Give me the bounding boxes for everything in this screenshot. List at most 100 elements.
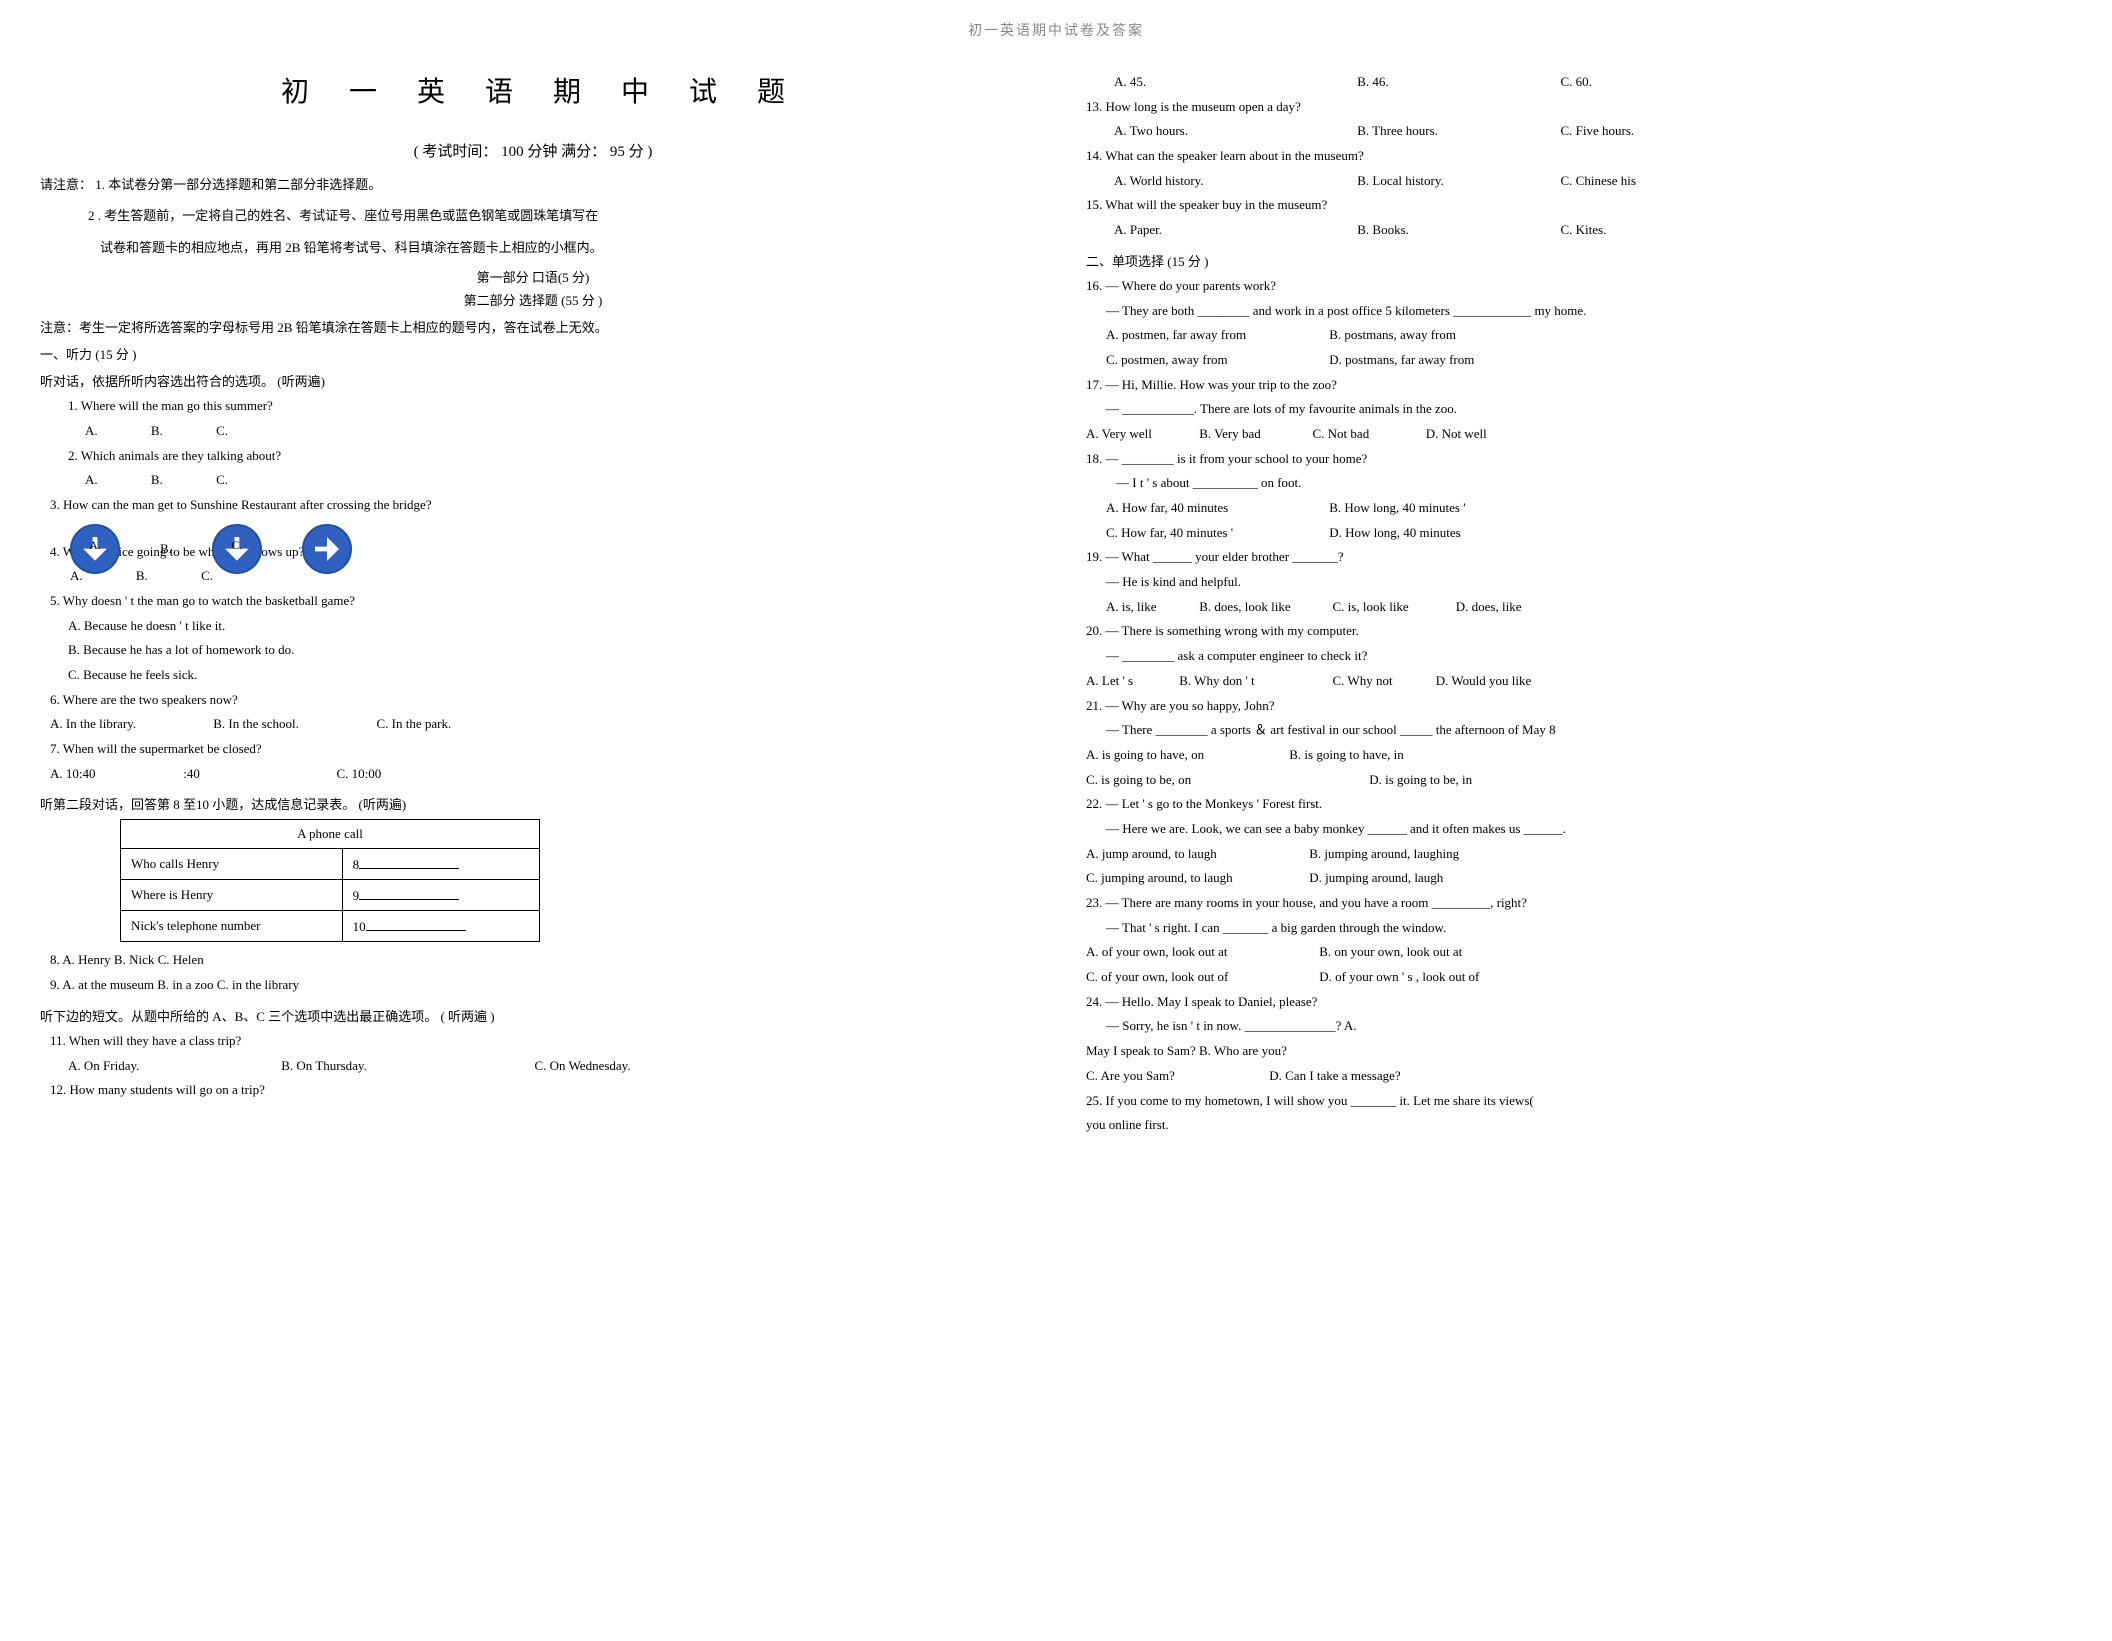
q18d: D. How long, 40 minutes (1329, 521, 1549, 546)
q6c: C. In the park. (377, 716, 452, 731)
q23c: C. of your own, look out of (1086, 965, 1316, 990)
q19a: A. is, like (1106, 595, 1196, 620)
phone-table: A phone call Who calls Henry 8 Where is … (120, 819, 540, 942)
q13c: C. Five hours. (1561, 123, 1635, 138)
instr-prefix: 请注意： (40, 177, 92, 192)
q24d: D. Can I take a message? (1269, 1068, 1400, 1083)
q17-line: — ___________. There are lots of my favo… (1106, 397, 2072, 422)
q1-b: B. (151, 419, 163, 444)
q16c: C. postmen, away from (1106, 348, 1326, 373)
q14a: A. World history. (1114, 169, 1354, 194)
q21: 21. — Why are you so happy, John? (1086, 694, 2072, 719)
q1-a: A. (85, 419, 98, 444)
q2-c: C. (216, 468, 228, 493)
q22d: D. jumping around, laugh (1309, 866, 1529, 891)
q18-line: — I t ' s about __________ on foot. (1116, 471, 2072, 496)
q18b: B. How long, 40 minutes ' (1329, 496, 1549, 521)
q24a: May I speak to Sam? B. Who are you? (1086, 1039, 2072, 1064)
q5a: A. Because he doesn ' t like it. (68, 614, 1026, 639)
q1: 1. Where will the man go this summer? (68, 394, 1026, 419)
table-r2-value: 9 (342, 880, 539, 911)
q14b: B. Local history. (1357, 169, 1557, 194)
q18: 18. — ________ is it from your school to… (1086, 447, 2072, 472)
table-r3-value: 10 (342, 911, 539, 942)
q11a: A. On Friday. (68, 1054, 278, 1079)
q22: 22. — Let ' s go to the Monkeys ' Forest… (1086, 792, 2072, 817)
q23: 23. — There are many rooms in your house… (1086, 891, 2072, 916)
q17d: D. Not well (1426, 426, 1487, 441)
q5b: B. Because he has a lot of homework to d… (68, 638, 1026, 663)
table-r1-value: 8 (342, 849, 539, 880)
q21-line: — There ________ a sports ＆ art festival… (1106, 718, 2072, 743)
q22-line: — Here we are. Look, we can see a baby m… (1106, 817, 2072, 842)
q24-line: — Sorry, he isn ' t in now. ____________… (1106, 1014, 2072, 1039)
q18a: A. How far, 40 minutes (1106, 496, 1326, 521)
choice-title: 二、单项选择 (15 分 ) (1086, 251, 2072, 270)
q19-line: — He is kind and helpful. (1106, 570, 2072, 595)
q21d: D. is going to be, in (1369, 768, 1589, 793)
q7: 7. When will the supermarket be closed? (50, 737, 1026, 762)
q3-a-label: A. (89, 538, 101, 553)
q18-opts1: A. How far, 40 minutes B. How long, 40 m… (1106, 496, 2072, 521)
q14-opts: A. World history. B. Local history. C. C… (1114, 169, 2072, 194)
q2-b: B. (151, 468, 163, 493)
q11: 11. When will they have a class trip? (50, 1029, 1026, 1054)
q3: 3. How can the man get to Sunshine Resta… (50, 493, 1026, 518)
instr-line2: 2 . 考生答题前，一定将自己的姓名、考试证号、座位号用黑色或蓝色钢笔或圆珠笔填… (40, 204, 1026, 227)
q6b: B. In the school. (213, 712, 373, 737)
q15: 15. What will the speaker buy in the mus… (1086, 193, 2072, 218)
part1-label: 第一部分 口语(5 分) (40, 267, 1026, 286)
q14c: C. Chinese his (1561, 173, 1636, 188)
q13: 13. How long is the museum open a day? (1086, 95, 2072, 120)
q20: 20. — There is something wrong with my c… (1086, 619, 2072, 644)
content: 初一英语期中试题 ( 考试时间： 100 分钟 满分： 95 分 ) 请注意： … (0, 70, 2112, 1138)
q15-opts: A. Paper. B. Books. C. Kites. (1114, 218, 2072, 243)
exam-info: ( 考试时间： 100 分钟 满分： 95 分 ) (40, 140, 1026, 161)
q20c: C. Why not (1333, 669, 1433, 694)
q23d: D. of your own ' s , look out of (1319, 965, 1539, 990)
q21c: C. is going to be, on (1086, 768, 1366, 793)
q19c: C. is, look like (1333, 595, 1453, 620)
listening-title: 一、听力 (15 分 ) (40, 344, 1026, 363)
q23-opts1: A. of your own, look out at B. on your o… (1086, 940, 2072, 965)
q20b: B. Why don ' t (1179, 669, 1329, 694)
instr-line3: 试卷和答题卡的相应地点，再用 2B 铅笔将考试号、科目填涂在答题卡上相应的小框内… (40, 236, 1026, 259)
q4-b: B. (136, 564, 148, 589)
q20-opts: A. Let ' s B. Why don ' t C. Why not D. … (1086, 669, 2072, 694)
q22a: A. jump around, to laugh (1086, 842, 1306, 867)
table-r2-label: Where is Henry (121, 880, 343, 911)
q19d: D. does, like (1456, 599, 1522, 614)
q3-c-label: C. (231, 538, 242, 553)
left-column: 初一英语期中试题 ( 考试时间： 100 分钟 满分： 95 分 ) 请注意： … (40, 70, 1026, 1138)
q1-c: C. (216, 419, 228, 444)
table-r3-label: Nick's telephone number (121, 911, 343, 942)
q7a: A. 10:40 (50, 762, 180, 787)
q16: 16. — Where do your parents work? (1086, 274, 2072, 299)
q12-opts: A. 45. B. 46. C. 60. (1114, 70, 2072, 95)
q17a: A. Very well (1086, 422, 1196, 447)
q17b: B. Very bad (1199, 422, 1309, 447)
q21-opts2: C. is going to be, on D. is going to be,… (1086, 768, 2072, 793)
q6: 6. Where are the two speakers now? (50, 688, 1026, 713)
q22c: C. jumping around, to laugh (1086, 866, 1306, 891)
q11-opts: A. On Friday. B. On Thursday. C. On Wedn… (68, 1054, 1026, 1079)
q20-line: — ________ ask a computer engineer to ch… (1106, 644, 2072, 669)
instr-line1: 1. 本试卷分第一部分选择题和第二部分非选择题。 (95, 177, 381, 192)
q12c: C. 60. (1561, 74, 1592, 89)
q16d: D. postmans, far away from (1329, 348, 1549, 373)
q7b: :40 (183, 762, 333, 787)
q13a: A. Two hours. (1114, 119, 1354, 144)
notice: 注意：考生一定将所选答案的字母标号用 2B 铅笔填涂在答题卡上相应的题号内，答在… (40, 317, 1026, 336)
q18-opts2: C. How far, 40 minutes ' D. How long, 40… (1106, 521, 2072, 546)
table-title: A phone call (121, 820, 540, 849)
q15a: A. Paper. (1114, 218, 1354, 243)
right-column: A. 45. B. 46. C. 60. 13. How long is the… (1086, 70, 2072, 1138)
q16-opts1: A. postmen, far away from B. postmans, a… (1106, 323, 2072, 348)
q24: 24. — Hello. May I speak to Daniel, plea… (1086, 990, 2072, 1015)
q13-opts: A. Two hours. B. Three hours. C. Five ho… (1114, 119, 2072, 144)
q2-a: A. (85, 468, 98, 493)
q23a: A. of your own, look out at (1086, 940, 1316, 965)
q8: 8. A. Henry B. Nick C. Helen (50, 948, 1026, 973)
q25: 25. If you come to my hometown, I will s… (1086, 1089, 2072, 1114)
q23b: B. on your own, look out at (1319, 940, 1539, 965)
